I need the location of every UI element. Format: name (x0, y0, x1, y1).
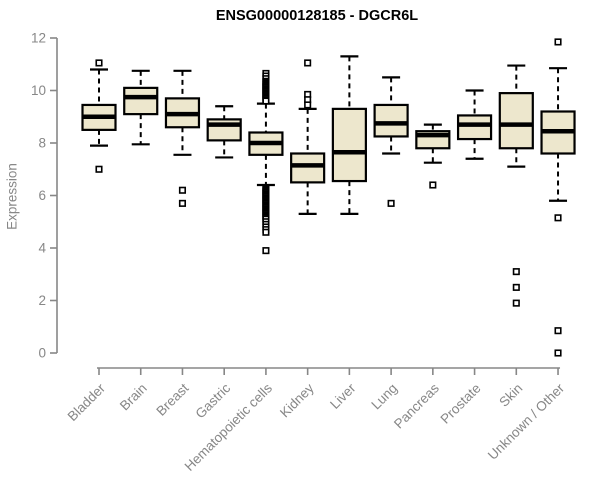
outlier-point (387, 199, 395, 207)
outlier-point (554, 349, 562, 357)
x-category-label: Breast (153, 380, 191, 418)
outlier-point (262, 97, 270, 105)
box-Brain (123, 86, 159, 116)
x-category-label: Liver (327, 380, 359, 412)
x-category-label: Pancreas (391, 380, 442, 431)
outlier-point (304, 101, 312, 109)
y-tick-label: 8 (38, 136, 46, 151)
y-tick-label: 4 (38, 241, 46, 256)
x-category-label: Bladder (65, 380, 109, 424)
x-category-label: Skin (496, 381, 525, 410)
outlier-point (178, 186, 187, 194)
y-tick-label: 0 (38, 346, 46, 361)
x-category-label: Unknown / Other (485, 380, 568, 463)
box-Prostate (456, 114, 493, 141)
box-Liver (331, 107, 367, 183)
y-tick-label: 10 (31, 83, 46, 98)
outlier-point (262, 247, 270, 255)
outlier-point (95, 165, 103, 173)
x-category-label: Brain (117, 381, 150, 414)
y-tick-label: 6 (38, 188, 46, 203)
outlier-point (554, 214, 562, 222)
x-category-label: Prostate (438, 381, 484, 427)
outlier-point (178, 199, 187, 207)
x-category-label: Kidney (277, 380, 317, 420)
x-category-label: Lung (368, 381, 400, 413)
outlier-point (429, 181, 437, 189)
outlier-point (512, 299, 520, 307)
outlier-point (512, 283, 520, 291)
outlier-point (304, 59, 312, 67)
x-category-label: Gastric (192, 380, 233, 421)
chart-title: ENSG00000128185 - DGCR6L (215, 8, 419, 24)
outlier-point (262, 228, 270, 236)
outlier-point (554, 327, 562, 335)
y-tick-label: 2 (38, 293, 46, 308)
box-Kidney (290, 152, 326, 184)
box-Skin (498, 92, 534, 150)
outlier-point (95, 59, 103, 67)
y-tick-label: 12 (31, 31, 46, 46)
box-Lung (373, 103, 409, 138)
outlier-point (512, 268, 520, 276)
outlier-point (554, 38, 562, 46)
